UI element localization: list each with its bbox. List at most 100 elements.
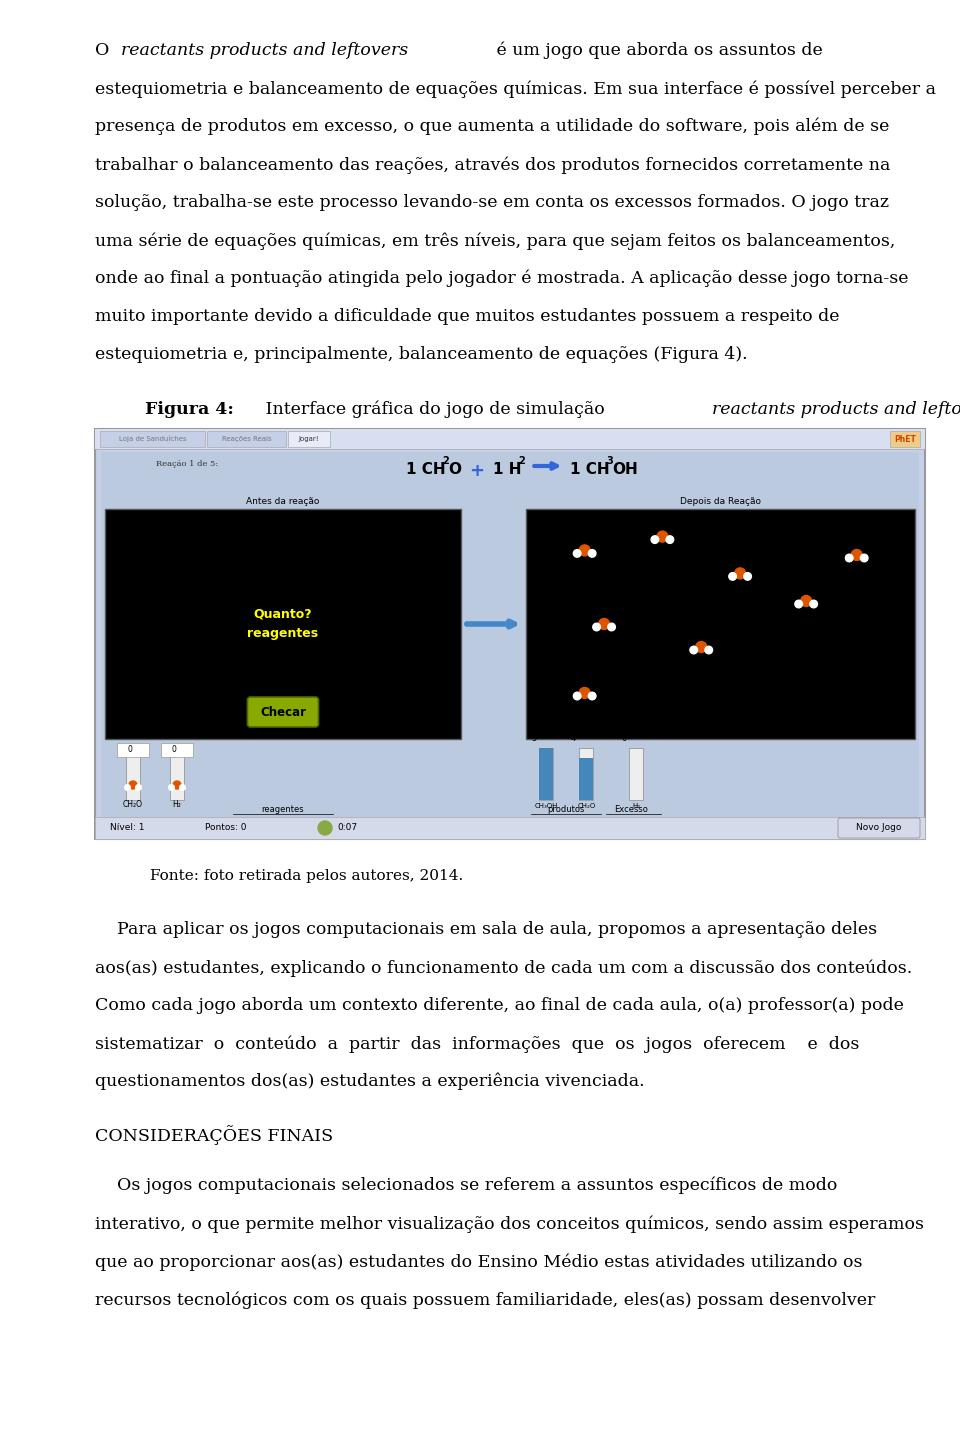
Circle shape — [579, 688, 590, 698]
Circle shape — [599, 618, 610, 630]
Text: 0: 0 — [171, 746, 176, 755]
Text: Para aplicar os jogos computacionais em sala de aula, propomos a apresentação de: Para aplicar os jogos computacionais em … — [95, 920, 877, 938]
Text: solução, trabalha-se este processo levando-se em conta os excessos formados. O j: solução, trabalha-se este processo levan… — [95, 193, 889, 211]
Text: 4: 4 — [571, 734, 576, 743]
Text: Antes da reação: Antes da reação — [247, 497, 320, 506]
Text: muito importante devido a dificuldade que muitos estudantes possuem a respeito d: muito importante devido a dificuldade qu… — [95, 308, 839, 326]
Text: Reação 1 de 5:: Reação 1 de 5: — [156, 459, 218, 468]
Circle shape — [588, 692, 596, 699]
Text: H₂: H₂ — [633, 803, 640, 808]
Circle shape — [651, 537, 659, 544]
Text: OH: OH — [612, 462, 638, 477]
Bar — [117, 743, 149, 758]
Text: que ao proporcionar aos(as) estudantes do Ensino Médio estas atividades utilizan: que ao proporcionar aos(as) estudantes d… — [95, 1253, 862, 1271]
Text: CH₂O: CH₂O — [577, 803, 595, 808]
Text: O: O — [95, 42, 115, 60]
Text: Checar: Checar — [260, 705, 306, 718]
Text: reagentes: reagentes — [248, 628, 319, 641]
Circle shape — [852, 550, 862, 560]
Text: reactants products and leftovers: reactants products and leftovers — [121, 42, 408, 60]
Text: Reações Reais: Reações Reais — [222, 436, 272, 442]
Bar — [161, 743, 193, 758]
Circle shape — [734, 569, 746, 579]
Bar — [105, 509, 461, 739]
Bar — [100, 430, 205, 446]
Text: Pontos: 0: Pontos: 0 — [205, 823, 247, 833]
Circle shape — [744, 573, 752, 580]
Text: H₂: H₂ — [173, 800, 181, 808]
Text: questionamentos dos(as) estudantes a experiência vivenciada.: questionamentos dos(as) estudantes a exp… — [95, 1073, 644, 1090]
Text: Excesso: Excesso — [614, 806, 648, 814]
Circle shape — [729, 573, 736, 580]
Text: Depois da Reação: Depois da Reação — [681, 497, 761, 506]
Text: PhET: PhET — [894, 435, 916, 443]
Text: CONSIDERAÇÕES FINAIS: CONSIDERAÇÕES FINAIS — [95, 1125, 333, 1144]
Circle shape — [592, 624, 600, 631]
Text: Quanto?: Quanto? — [253, 608, 312, 621]
Circle shape — [169, 785, 175, 791]
Bar — [579, 759, 593, 800]
Text: aos(as) estudantes, explicando o funcionamento de cada um com a discussão dos co: aos(as) estudantes, explicando o funcion… — [95, 960, 912, 977]
Text: CH₂O: CH₂O — [123, 800, 143, 808]
Text: 5: 5 — [531, 734, 537, 743]
Text: O: O — [448, 462, 462, 477]
FancyBboxPatch shape — [838, 819, 920, 838]
Text: reagentes: reagentes — [262, 806, 304, 814]
Circle shape — [696, 641, 707, 653]
Text: Novo Jogo: Novo Jogo — [856, 823, 901, 833]
Circle shape — [129, 781, 137, 790]
Circle shape — [588, 550, 596, 557]
Text: reactants products and leftovers: reactants products and leftovers — [711, 401, 960, 417]
Bar — [95, 429, 925, 839]
Circle shape — [608, 624, 615, 631]
Bar — [579, 747, 593, 800]
Text: 1 CH: 1 CH — [570, 462, 610, 477]
Text: Interface gráfica do jogo de simulação: Interface gráfica do jogo de simulação — [259, 401, 610, 419]
Text: 3: 3 — [607, 457, 613, 465]
Text: Fonte: foto retirada pelos autores, 2014.: Fonte: foto retirada pelos autores, 2014… — [150, 869, 464, 883]
Circle shape — [846, 554, 853, 561]
Circle shape — [810, 601, 818, 608]
Circle shape — [573, 692, 581, 699]
Circle shape — [318, 822, 332, 835]
Circle shape — [690, 646, 698, 654]
Circle shape — [180, 785, 185, 791]
Text: recursos tecnológicos com os quais possuem familiaridade, eles(as) possam desenv: recursos tecnológicos com os quais possu… — [95, 1291, 876, 1309]
Text: 2: 2 — [518, 457, 525, 465]
Text: estequiometria e balanceamento de equações químicas. Em sua interface é possível: estequiometria e balanceamento de equaçõ… — [95, 80, 936, 97]
Bar — [126, 752, 140, 800]
Bar — [526, 509, 915, 739]
Text: Loja de Sanduíches: Loja de Sanduíches — [119, 436, 186, 442]
Bar — [890, 430, 920, 446]
Text: estequiometria e, principalmente, balanceamento de equações (Figura 4).: estequiometria e, principalmente, balanc… — [95, 346, 748, 364]
Text: Figura 4:: Figura 4: — [145, 401, 234, 417]
Circle shape — [573, 550, 581, 557]
Text: 0: 0 — [621, 734, 626, 743]
Text: 1 CH: 1 CH — [406, 462, 446, 477]
Circle shape — [135, 785, 141, 791]
Text: Jogar!: Jogar! — [299, 436, 320, 442]
Bar — [95, 429, 925, 449]
Circle shape — [860, 554, 868, 561]
Text: 2: 2 — [443, 457, 449, 465]
Text: Nível: 1: Nível: 1 — [110, 823, 145, 833]
Circle shape — [666, 537, 674, 544]
Text: 0: 0 — [127, 746, 132, 755]
Circle shape — [125, 785, 131, 791]
Bar — [207, 430, 286, 446]
Bar — [101, 452, 919, 817]
Text: onde ao final a pontuação atingida pelo jogador é mostrada. A aplicação desse jo: onde ao final a pontuação atingida pelo … — [95, 270, 908, 288]
Circle shape — [657, 531, 668, 542]
Bar — [630, 747, 643, 800]
Text: é um jogo que aborda os assuntos de: é um jogo que aborda os assuntos de — [492, 42, 823, 60]
Text: presença de produtos em excesso, o que aumenta a utilidade do software, pois alé: presença de produtos em excesso, o que a… — [95, 118, 889, 135]
Bar — [170, 752, 184, 800]
Text: sistematizar  o  conteúdo  a  partir  das  informações  que  os  jogos  oferecem: sistematizar o conteúdo a partir das inf… — [95, 1035, 859, 1053]
Circle shape — [795, 601, 803, 608]
Text: produtos: produtos — [547, 806, 585, 814]
Circle shape — [801, 596, 812, 606]
Text: +: + — [469, 462, 485, 480]
Bar — [95, 817, 925, 839]
Bar — [288, 430, 330, 446]
Text: uma série de equações químicas, em três níveis, para que sejam feitos os balance: uma série de equações químicas, em três … — [95, 233, 896, 250]
